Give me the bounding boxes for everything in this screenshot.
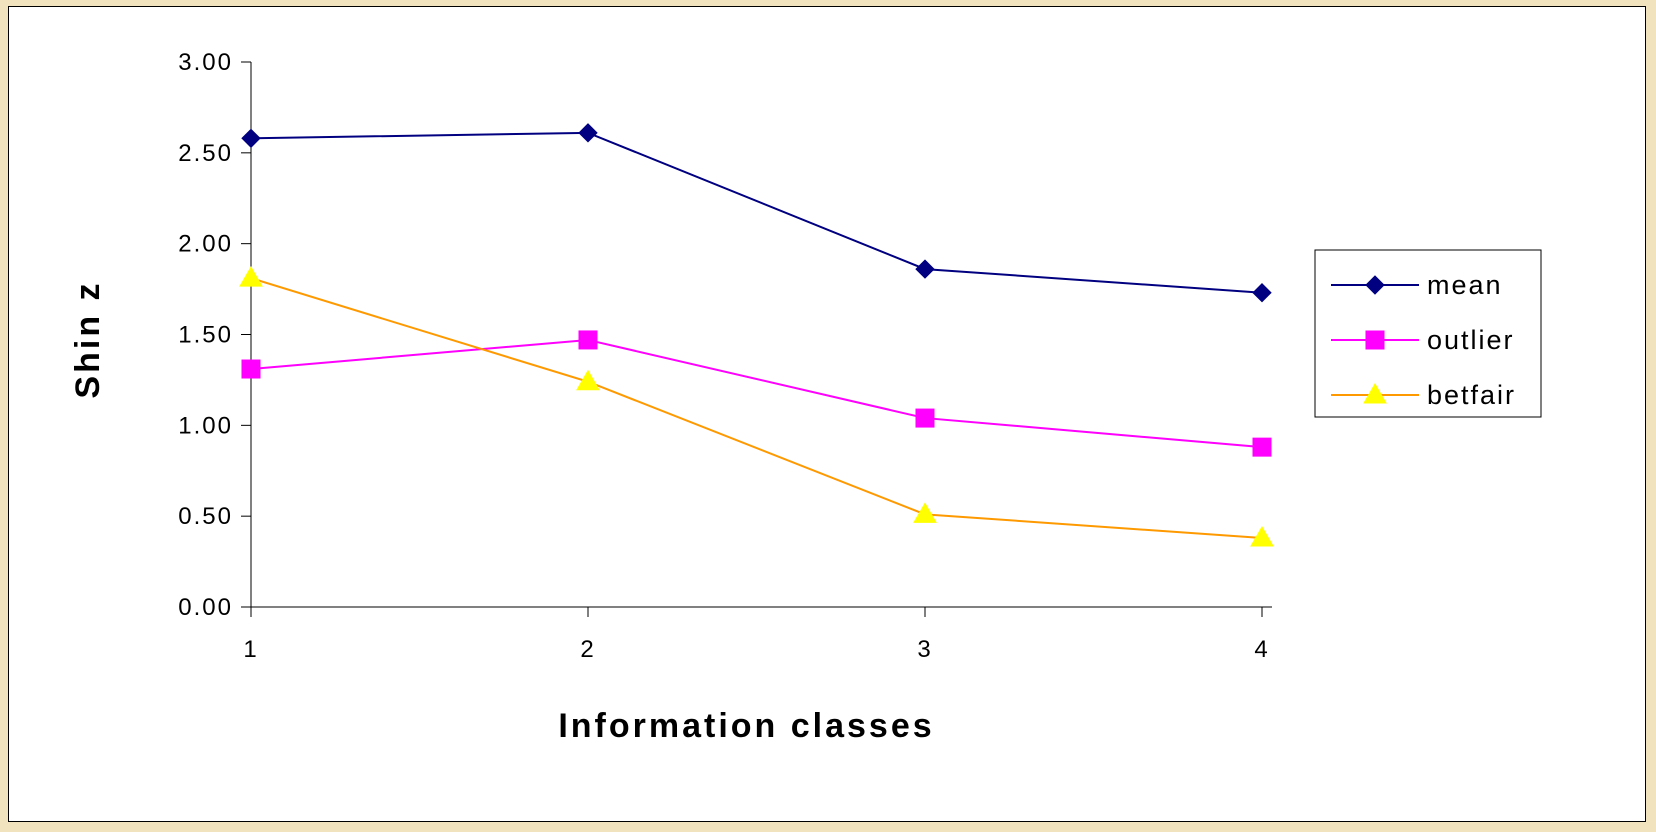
data-point-betfair <box>576 369 600 391</box>
series-mean <box>241 123 1272 303</box>
x-axis-title: Information classes <box>558 707 934 745</box>
x-tick-label: 1 <box>243 636 258 663</box>
data-point-mean <box>241 128 261 149</box>
data-point-mean <box>578 123 598 143</box>
legend-marker <box>1365 275 1385 295</box>
data-point-mean <box>1252 283 1272 303</box>
y-tick-label: 0.50 <box>178 503 233 530</box>
legend-item-outlier: outlier <box>1331 325 1515 355</box>
series-outlier <box>241 330 1272 457</box>
y-tick-label: 2.50 <box>178 140 233 167</box>
y-tick-label: 1.50 <box>178 322 233 349</box>
y-tick-label: 3.00 <box>178 49 233 76</box>
series-line-mean <box>250 131 1263 294</box>
legend-label: betfair <box>1427 380 1516 410</box>
legend-marker <box>1363 383 1387 404</box>
legend-label: outlier <box>1427 325 1515 355</box>
series-line-betfair <box>250 277 1263 539</box>
legend-box <box>1314 249 1542 418</box>
data-point-betfair <box>1250 525 1274 547</box>
legend-label: mean <box>1427 270 1503 300</box>
y-axis: 0.00 0.50 1.00 1.50 2.00 2.50 3.00 <box>178 49 252 621</box>
data-point-outlier <box>241 359 261 379</box>
y-tick-label: 1.00 <box>178 412 233 439</box>
data-point-mean <box>915 259 935 279</box>
series-line-outlier <box>250 338 1263 449</box>
x-tick-label: 2 <box>580 636 595 663</box>
legend-item-mean: mean <box>1331 270 1503 300</box>
legend: mean outlier betfair <box>1314 249 1542 418</box>
y-tick-label: 2.00 <box>178 231 233 258</box>
line-chart: 0.00 0.50 1.00 1.50 2.00 2.50 3.00 1 2 3 4 Shin z… <box>69 49 1542 745</box>
x-axis: 1 2 3 4 <box>243 606 1272 663</box>
data-point-outlier <box>915 408 935 428</box>
series-betfair <box>239 266 1274 547</box>
data-point-betfair <box>913 502 937 523</box>
y-tick-label: 0.00 <box>178 594 233 621</box>
data-point-outlier <box>1252 437 1272 457</box>
series-layer <box>239 123 1274 547</box>
legend-marker <box>1365 330 1385 350</box>
data-point-outlier <box>578 330 598 350</box>
data-point-betfair <box>239 266 263 287</box>
y-axis-title: Shin z <box>69 280 107 398</box>
legend-item-betfair: betfair <box>1331 380 1516 410</box>
x-tick-label: 4 <box>1254 636 1269 663</box>
x-tick-label: 3 <box>917 636 932 663</box>
chart-frame: 0.00 0.50 1.00 1.50 2.00 2.50 3.00 1 2 3 4 Shin z… <box>8 6 1646 822</box>
